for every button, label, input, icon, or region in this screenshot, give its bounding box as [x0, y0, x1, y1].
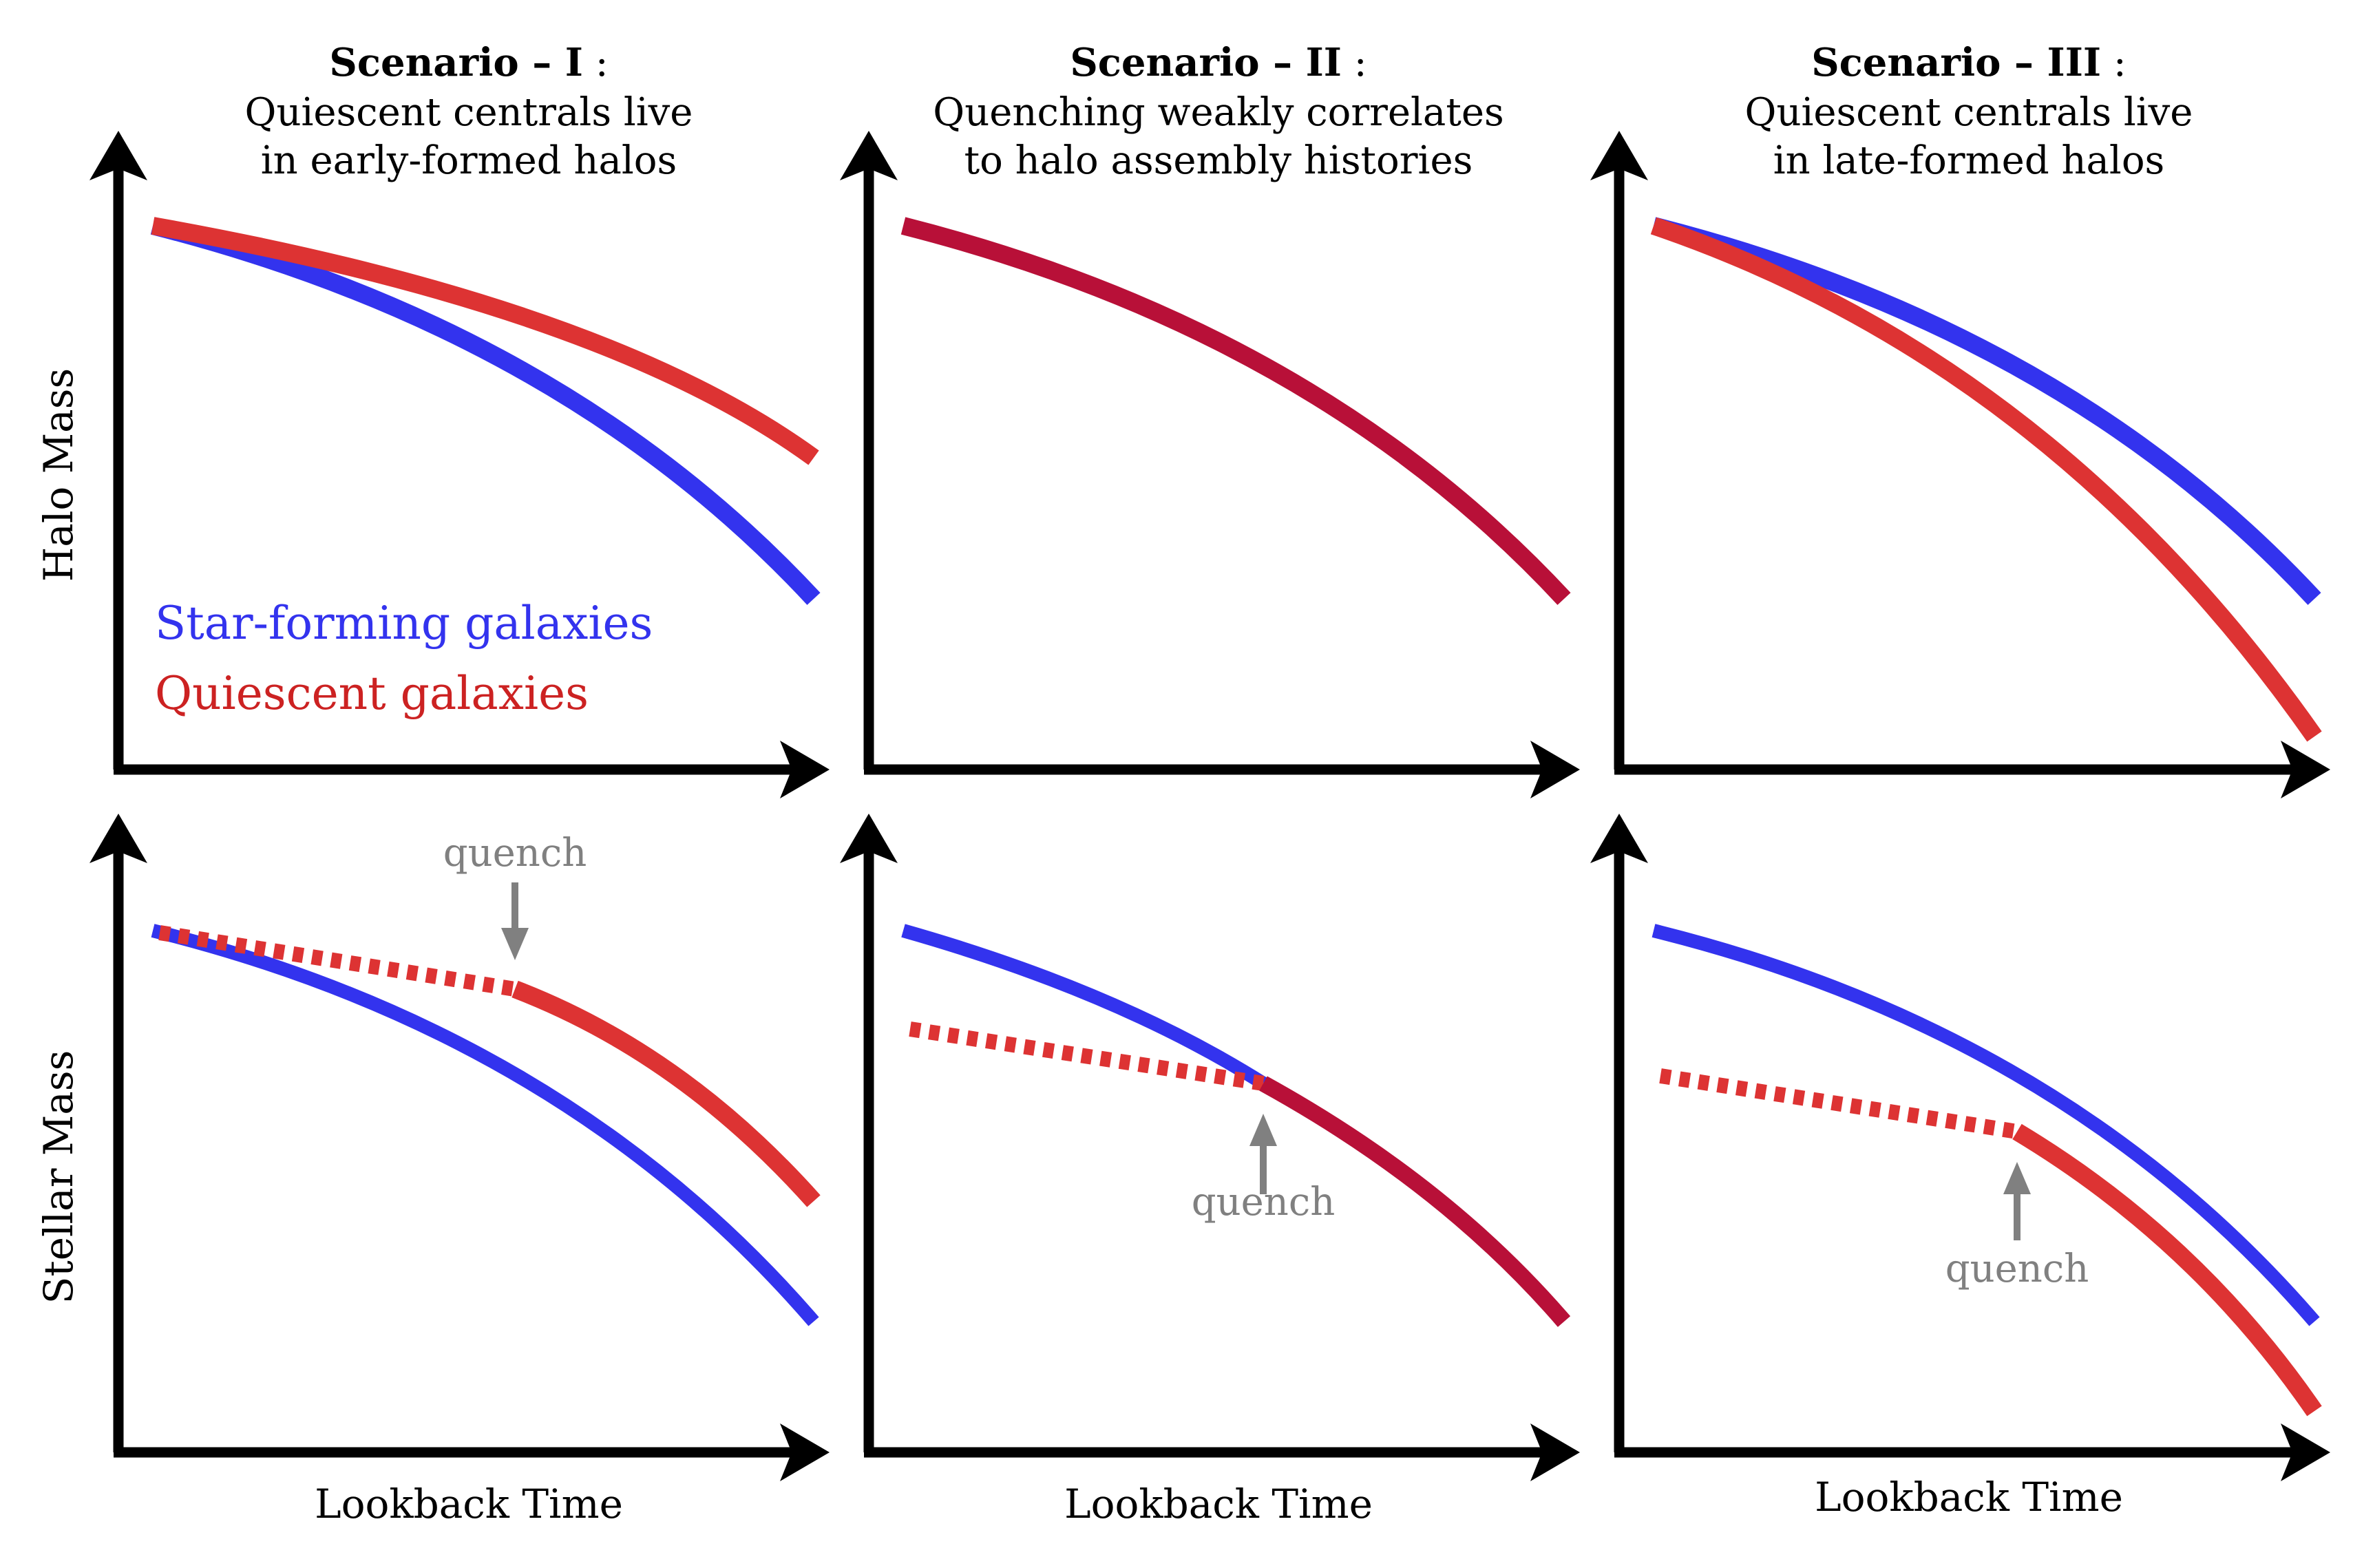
scenario-2-line1: Quenching weakly correlates: [933, 90, 1503, 135]
panel-2-stellar-star-forming-curve: [901, 924, 1267, 1090]
axes-panel-1-top: [113, 165, 792, 775]
x-arrow-panel-1-bottom: [780, 1423, 830, 1481]
panel-2-stellar-quiescent-dotted: [909, 1021, 1265, 1091]
axes-panel-1-bottom: [113, 843, 792, 1458]
panel-3-halo-quiescent-curve: [1650, 217, 2322, 742]
panel-1-halo-star-forming-curve: [150, 217, 821, 605]
panel-3-stellar-quiescent-dotted: [1659, 1068, 2018, 1139]
x-arrow-panel-2-top: [1530, 741, 1580, 798]
panel-2-quench-label: quench: [1192, 1180, 1336, 1225]
y-arrow-panel-3-top: [1590, 131, 1648, 180]
scenario-2-line2: to halo assembly histories: [964, 138, 1473, 183]
panel-3-quench-label: quench: [1945, 1247, 2089, 1291]
panel-2-halo-overlap-curve: [900, 217, 1571, 605]
x-axis-label-panel-3: Lookback Time: [1815, 1474, 2123, 1521]
x-axis-label-panel-2: Lookback Time: [1064, 1481, 1373, 1527]
scenario-2-heading: Scenario – II :: [1070, 40, 1367, 85]
scenario-3-heading: Scenario – III :: [1811, 40, 2127, 85]
panel-1-stellar-quiescent-curve: [511, 980, 821, 1207]
scenario-1-line2: in early-formed halos: [261, 138, 677, 183]
panel-3-halo-star-forming-curve: [1651, 217, 2321, 605]
panel-1-stellar-quiescent-dotted: [158, 925, 516, 997]
x-axis-label-panel-1: Lookback Time: [315, 1481, 623, 1527]
scenario-1-line1: Quiescent centrals live: [245, 90, 693, 135]
scenario-3-line1: Quiescent centrals live: [1745, 90, 2193, 135]
y-arrow-panel-2-top: [840, 131, 898, 180]
scenario-3-line2: in late-formed halos: [1773, 138, 2165, 183]
panel-3-stellar-quiescent-curve: [2012, 1123, 2322, 1417]
x-arrow-panel-2-bottom: [1530, 1423, 1580, 1481]
axes-panel-3-top: [1614, 165, 2292, 775]
x-arrow-panel-1-top: [780, 741, 830, 798]
axes-panel-2-bottom: [863, 843, 1542, 1458]
x-arrow-panel-3-bottom: [2281, 1423, 2330, 1481]
panel-3-stellar-star-forming-curve: [1652, 924, 2320, 1326]
panel-1-halo-quiescent-curve: [151, 217, 819, 465]
axes-panel-2-top: [863, 165, 1542, 775]
y-axis-label-halo-mass: Halo Mass: [35, 368, 82, 582]
panel-1-quench-label: quench: [443, 831, 587, 876]
axes-panel-3-bottom: [1614, 843, 2292, 1458]
scenario-1-heading: Scenario – I :: [329, 40, 608, 85]
panel-2-stellar-overlap-curve: [1259, 1076, 1571, 1327]
legend-star-forming: Star-forming galaxies: [155, 597, 653, 650]
y-arrow-panel-1-bottom: [89, 814, 147, 863]
x-arrow-panel-3-top: [2281, 741, 2330, 798]
y-arrow-panel-1-top: [89, 131, 147, 180]
panel-2-quench-arrow-head: [1249, 1114, 1277, 1146]
y-arrow-panel-2-bottom: [840, 814, 898, 863]
panel-1-stellar-star-forming-curve: [151, 924, 819, 1326]
panel-1-quench-arrow-head: [501, 928, 529, 960]
panel-3-quench-arrow-head: [2003, 1162, 2031, 1194]
y-arrow-panel-3-bottom: [1590, 814, 1648, 863]
legend-quiescent: Quiescent galaxies: [155, 667, 589, 720]
y-axis-label-stellar-mass: Stellar Mass: [35, 1050, 82, 1304]
